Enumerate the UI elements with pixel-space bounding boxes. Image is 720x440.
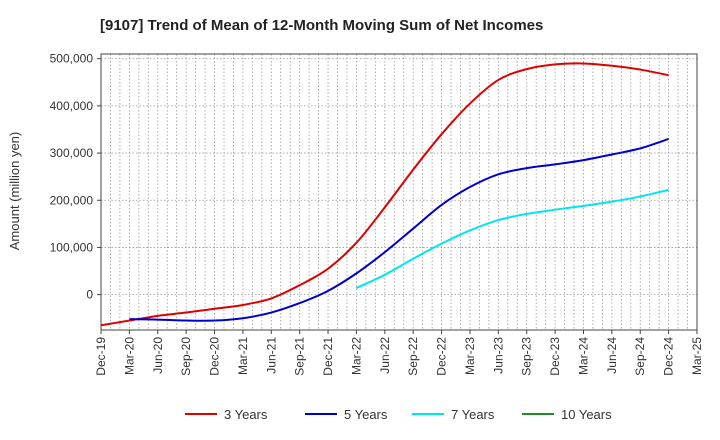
x-tick-label: Jun-23 — [491, 337, 505, 374]
y-tick-label: 0 — [86, 288, 93, 302]
y-tick-label: 400,000 — [50, 99, 94, 113]
legend-label: 5 Years — [344, 407, 388, 422]
series-line-5-years — [129, 137, 669, 322]
x-tick-label: Sep-22 — [406, 337, 420, 376]
x-tick-label: Sep-24 — [633, 337, 647, 376]
x-tick-label: Dec-21 — [321, 337, 335, 376]
y-tick-label: 500,000 — [50, 52, 94, 66]
x-tick-label: Dec-19 — [94, 337, 108, 376]
x-tick-label: Dec-24 — [662, 337, 676, 376]
x-tick-label: Mar-22 — [349, 337, 363, 375]
legend-label: 7 Years — [451, 407, 495, 422]
series-layer — [100, 62, 669, 327]
x-tick-label: Jun-24 — [605, 337, 619, 374]
y-ticks: 0 100,000 200,000 300,000 400,000 500,000 — [50, 52, 101, 302]
x-tick-label: Jun-20 — [151, 337, 165, 374]
x-tick-label: Mar-21 — [236, 337, 250, 375]
series-line-3-years — [100, 62, 669, 327]
legend-label: 3 Years — [224, 407, 268, 422]
chart-title: [9107] Trend of Mean of 12-Month Moving … — [100, 17, 543, 34]
y-tick-label: 200,000 — [50, 193, 94, 207]
x-tick-label: Mar-20 — [122, 337, 136, 375]
x-tick-label: Dec-20 — [208, 337, 222, 376]
x-tick-label: Jun-21 — [264, 337, 278, 374]
plot-frame — [100, 53, 698, 331]
x-tick-label: Sep-21 — [293, 337, 307, 376]
x-tick-label: Sep-23 — [520, 337, 534, 376]
y-tick-label: 300,000 — [50, 146, 94, 160]
x-tick-label: Mar-23 — [463, 337, 477, 375]
series-line-7-years — [356, 188, 669, 289]
x-tick-label: Jun-22 — [378, 337, 392, 374]
y-axis-label: Amount (million yen) — [7, 132, 22, 251]
x-tick-label: Mar-25 — [690, 337, 704, 375]
x-tick-label: Dec-23 — [548, 337, 562, 376]
legend: 3 Years 5 Years 7 Years 10 Years — [185, 407, 612, 422]
x-tick-label: Dec-22 — [435, 337, 449, 376]
legend-label: 10 Years — [561, 407, 612, 422]
y-tick-label: 100,000 — [50, 240, 94, 254]
x-tick-label: Sep-20 — [179, 337, 193, 376]
x-ticks: Dec-19 Mar-20 Jun-20 Sep-20 Dec-20 Mar-21 Jun-… — [94, 330, 704, 376]
grid — [101, 54, 697, 330]
x-tick-label: Mar-24 — [576, 337, 590, 375]
